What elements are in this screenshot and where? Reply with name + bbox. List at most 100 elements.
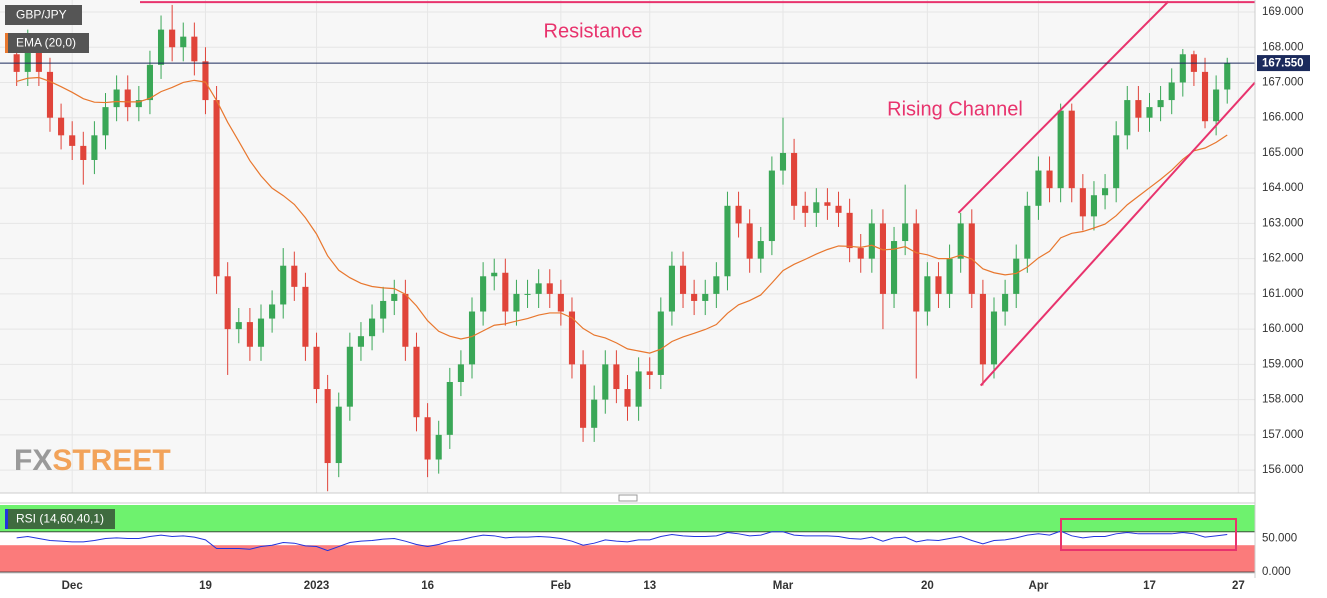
candle-body	[280, 265, 287, 305]
candle-body	[535, 283, 542, 294]
rsi-line	[16, 530, 1228, 552]
candle-body	[824, 202, 831, 206]
annotation: Rising Channel	[887, 98, 1023, 120]
candle-body	[124, 89, 131, 108]
x-tick-label: 20	[921, 580, 934, 592]
y-tick-label: 50.000	[1262, 533, 1297, 545]
rsi-band	[0, 545, 1255, 572]
candle-body	[679, 265, 687, 294]
candle-body	[457, 364, 464, 382]
candle-body	[302, 286, 309, 347]
candle-body	[35, 47, 42, 72]
candle-body	[224, 276, 231, 330]
candle-body	[1013, 258, 1020, 294]
y-tick-label: 157.000	[1262, 429, 1304, 441]
candle-body	[857, 248, 864, 259]
x-tick-label: 19	[199, 580, 212, 592]
x-tick-label: Apr	[1029, 580, 1049, 592]
y-tick-label: 168.000	[1262, 41, 1304, 53]
candle-body	[502, 272, 509, 312]
candle-body	[1068, 110, 1075, 189]
x-tick-label: 13	[643, 580, 656, 592]
candle-body	[113, 89, 120, 108]
candle-body	[413, 346, 420, 418]
y-tick-label: 164.000	[1262, 182, 1304, 194]
x-tick-label: Dec	[62, 580, 84, 592]
candle-body	[1213, 89, 1220, 122]
resize-handle[interactable]	[618, 494, 638, 502]
candle-body	[46, 71, 54, 118]
annotation: Resistance	[544, 20, 643, 42]
candle-body	[402, 293, 409, 347]
watermark-part: STREET	[52, 444, 170, 477]
candle-body	[235, 322, 242, 330]
candle-body	[346, 346, 353, 407]
candle-body	[1179, 54, 1186, 83]
channel-line	[979, 81, 1256, 387]
candle-body	[1090, 195, 1098, 217]
candle-body	[1102, 188, 1109, 196]
y-tick-label: 156.000	[1262, 464, 1304, 476]
y-tick-label: 159.000	[1262, 358, 1304, 370]
candle-body	[1002, 293, 1009, 312]
candle-body	[1113, 135, 1120, 189]
watermark-part: FX	[14, 444, 52, 477]
candle-body	[990, 311, 998, 365]
y-tick-label: 169.000	[1262, 6, 1304, 18]
candle-body	[524, 293, 531, 295]
candle-body	[813, 202, 820, 213]
candle-body	[335, 406, 342, 464]
candle-body	[935, 276, 942, 294]
legend-box	[5, 509, 115, 529]
candle-body	[269, 304, 276, 319]
candle-body	[913, 223, 920, 312]
candle-body	[602, 364, 609, 400]
candle-body	[1046, 170, 1053, 189]
highlight-box	[1060, 518, 1237, 551]
candle-body	[924, 276, 931, 312]
candle-body	[369, 318, 376, 337]
candle-body	[746, 223, 753, 259]
legend-swatch	[5, 509, 8, 529]
candle-body	[635, 371, 642, 407]
candle-body	[1035, 170, 1042, 206]
candle-body	[491, 272, 498, 277]
candle-body	[291, 265, 298, 287]
candle-body	[668, 265, 675, 312]
legend-label: EMA (20,0)	[16, 36, 76, 50]
candle-body	[391, 293, 398, 301]
candle-body	[791, 152, 798, 206]
candle-body	[802, 205, 809, 213]
candle-body	[768, 170, 775, 242]
x-tick-label: 2023	[304, 580, 330, 592]
legend-label: RSI (14,60,40,1)	[16, 512, 104, 526]
watermark: FXSTREET	[14, 444, 171, 477]
x-tick-label: Mar	[773, 580, 794, 592]
price-panel	[0, 0, 1256, 493]
candle-body	[446, 381, 453, 435]
candle-body	[613, 364, 620, 390]
candle-body	[902, 223, 909, 242]
candle-body	[80, 145, 87, 160]
candle-body	[380, 300, 387, 319]
candle-body	[691, 293, 698, 301]
candle-body	[1024, 205, 1031, 259]
candle-body	[1168, 82, 1175, 101]
candle-body	[1201, 71, 1209, 122]
legend-label: GBP/JPY	[16, 8, 67, 22]
x-tick-label: 27	[1232, 580, 1245, 592]
candle-body	[1135, 100, 1142, 118]
candle-body	[1157, 100, 1164, 108]
candle-body	[324, 389, 331, 464]
candle-body	[69, 135, 76, 146]
ema-line	[16, 76, 1228, 354]
candle-body	[468, 311, 476, 365]
rsi-panel	[0, 505, 1255, 573]
candle-body	[957, 223, 964, 259]
candle-body	[1057, 110, 1064, 189]
candle-body	[779, 152, 787, 171]
candle-body	[846, 212, 853, 249]
candle-body	[657, 311, 664, 375]
candle-body	[580, 364, 587, 428]
candle-body	[890, 241, 898, 294]
